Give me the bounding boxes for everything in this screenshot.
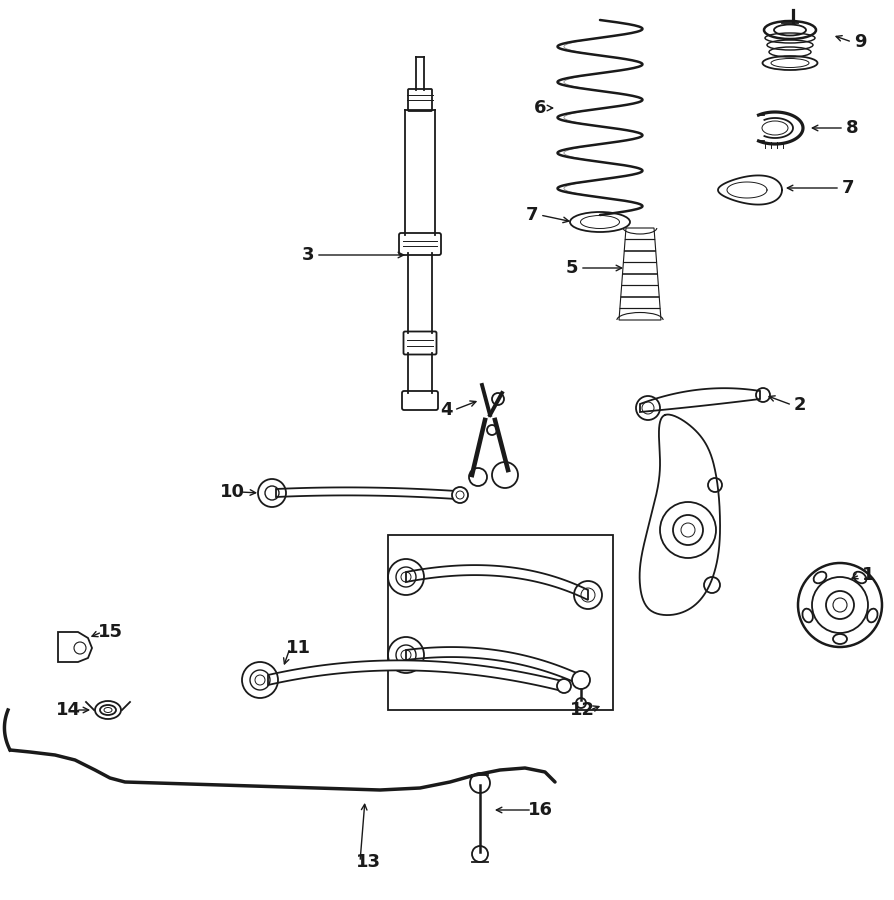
Bar bbox=[388, 535, 612, 710]
Text: 5: 5 bbox=[565, 259, 578, 277]
Text: 2: 2 bbox=[793, 396, 805, 414]
Polygon shape bbox=[267, 661, 561, 691]
Text: 8: 8 bbox=[845, 119, 857, 137]
Polygon shape bbox=[406, 565, 587, 600]
Text: 13: 13 bbox=[355, 853, 380, 871]
Text: 10: 10 bbox=[219, 483, 244, 501]
Circle shape bbox=[571, 671, 589, 689]
Text: 11: 11 bbox=[285, 639, 310, 657]
Text: 12: 12 bbox=[569, 701, 594, 719]
Text: 3: 3 bbox=[301, 246, 314, 264]
Circle shape bbox=[451, 487, 468, 503]
Text: 1: 1 bbox=[861, 566, 873, 584]
Polygon shape bbox=[275, 488, 455, 499]
Text: 7: 7 bbox=[525, 206, 537, 224]
Polygon shape bbox=[406, 647, 580, 685]
Circle shape bbox=[556, 679, 570, 693]
Text: 14: 14 bbox=[55, 701, 80, 719]
Text: 15: 15 bbox=[97, 623, 122, 641]
Text: 7: 7 bbox=[841, 179, 853, 197]
Text: 4: 4 bbox=[439, 401, 451, 419]
Text: 9: 9 bbox=[853, 33, 865, 51]
Text: 16: 16 bbox=[527, 801, 552, 819]
Text: 6: 6 bbox=[533, 99, 545, 117]
Polygon shape bbox=[639, 388, 759, 412]
